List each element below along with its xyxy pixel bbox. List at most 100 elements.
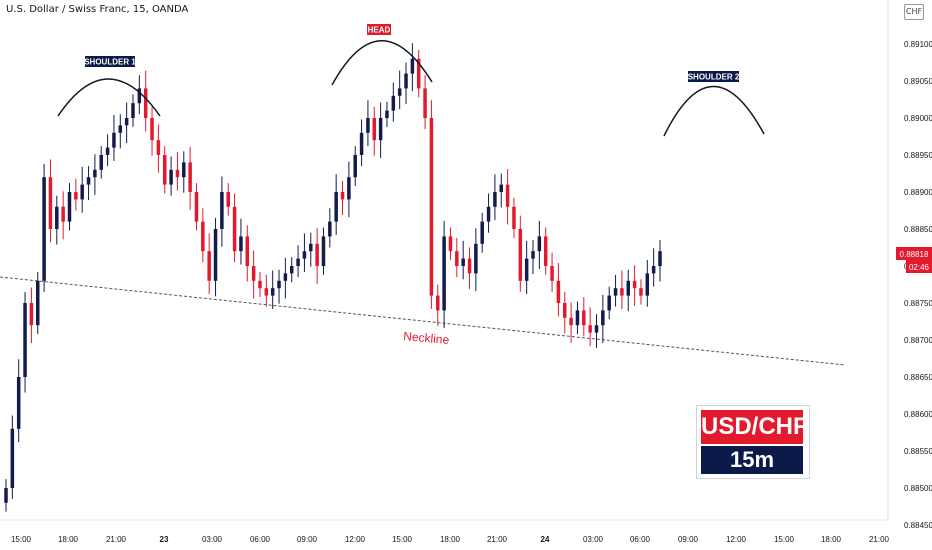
candle-body	[226, 192, 230, 207]
candle-body	[321, 236, 326, 266]
shoulder1-label: SHOULDER 1	[84, 58, 136, 67]
time-tick-label: 06:00	[250, 535, 271, 544]
candle-body	[74, 192, 78, 200]
candle-body	[480, 221, 484, 244]
time-tick-label: 12:00	[345, 535, 366, 544]
candle-body	[150, 118, 154, 141]
time-axis[interactable]: 15:00 18:00 21:00 23 03:00 06:00 09:00 12:00 15:…	[0, 519, 890, 544]
candle-body	[245, 236, 250, 266]
candle-body	[582, 310, 586, 326]
candle-body	[588, 325, 592, 333]
last-price-tag	[896, 247, 932, 260]
price-axis[interactable]: 0.89100 0.89050 0.89000 0.88950 0.88900 0.888…	[887, 0, 932, 530]
candle-body	[639, 288, 643, 296]
time-tick-label: 21:00	[106, 535, 127, 544]
time-tick-label: 21:00	[487, 535, 508, 544]
candle-body	[194, 192, 199, 222]
candle-body	[105, 147, 110, 155]
countdown-tag	[906, 260, 932, 273]
candle-body	[391, 95, 396, 111]
candle-body	[397, 88, 402, 96]
candle-body	[486, 206, 491, 222]
candles	[4, 43, 662, 512]
candle-body	[366, 118, 370, 133]
candle-body	[385, 110, 389, 118]
candle-body	[429, 118, 434, 296]
candle-body	[270, 288, 275, 296]
candle-body	[531, 251, 535, 259]
time-tick-label: 12:00	[726, 535, 747, 544]
price-tick-label: 0.89050	[904, 77, 932, 86]
candle-body	[556, 280, 561, 303]
shoulder2-label-bg	[688, 71, 739, 82]
time-tick-label: 09:00	[678, 535, 699, 544]
candle-body	[220, 192, 224, 229]
candle-body	[569, 317, 573, 326]
candle-body	[232, 206, 237, 252]
pair-label: USD/CHF	[701, 410, 808, 444]
candle-body	[137, 88, 142, 104]
candle-body	[36, 280, 40, 326]
candle-body	[328, 221, 332, 237]
candle-body	[334, 192, 338, 222]
candle-body	[16, 377, 21, 429]
candle-body	[378, 118, 383, 141]
candle-body	[61, 206, 65, 222]
price-tick-label: 0.89000	[904, 114, 932, 123]
candle-body	[467, 258, 472, 274]
time-tick-label: 24	[541, 535, 550, 544]
time-tick-label: 18:00	[440, 535, 461, 544]
info-box: USD/CHF 15m chart	[696, 405, 810, 500]
price-tick-label: 0.88900	[904, 188, 932, 197]
candle-body	[537, 236, 542, 252]
candle-body	[493, 192, 497, 207]
shoulder2-label: SHOULDER 2	[688, 73, 740, 82]
candle-body	[372, 118, 377, 141]
time-tick-label: 15:00	[392, 535, 413, 544]
candle-body	[626, 280, 630, 296]
candle-body	[251, 266, 256, 281]
candle-body	[632, 280, 637, 289]
price-tick-label: 0.88650	[904, 373, 932, 382]
price-tick-label: 0.88450	[904, 521, 932, 530]
candle-body	[474, 243, 478, 274]
candle-body	[10, 428, 15, 488]
candle-body	[353, 155, 357, 178]
candle-body	[93, 169, 97, 178]
time-tick-label: 03:00	[202, 535, 223, 544]
candle-body	[448, 236, 453, 252]
candle-body	[207, 251, 211, 281]
neckline-label: Neckline	[403, 329, 450, 347]
candle-body	[499, 184, 504, 192]
candle-body	[315, 243, 319, 266]
candle-body	[575, 310, 580, 326]
price-tags: 0.88818 02:46	[896, 247, 932, 273]
pattern-labels: SHOULDER 1 HEAD SHOULDER 2 Neckline	[84, 24, 740, 347]
candle-body	[213, 229, 218, 281]
candle-body	[436, 295, 440, 311]
candle-body	[512, 206, 516, 229]
candle-body	[162, 155, 167, 185]
candle-body	[264, 288, 269, 296]
candle-body	[112, 132, 116, 148]
candle-body	[188, 162, 192, 192]
neckline-line	[0, 276, 846, 366]
candle-body	[302, 251, 307, 259]
head-label-bg	[367, 24, 391, 35]
shoulder1-arc	[57, 78, 161, 117]
candle-body	[347, 177, 351, 200]
candle-body	[620, 288, 624, 296]
candle-body	[143, 88, 148, 118]
candle-body	[239, 236, 243, 252]
candle-body	[594, 325, 599, 333]
time-tick-label: 15:00	[11, 535, 32, 544]
time-tick-label: 18:00	[821, 535, 842, 544]
currency-button[interactable]: CHF	[904, 4, 924, 20]
head-label: HEAD	[368, 26, 391, 35]
candle-body	[518, 229, 523, 281]
candle-body	[55, 206, 59, 229]
shoulder1-label-bg	[85, 56, 135, 67]
candle-body	[29, 303, 34, 326]
candle-body	[505, 184, 510, 207]
